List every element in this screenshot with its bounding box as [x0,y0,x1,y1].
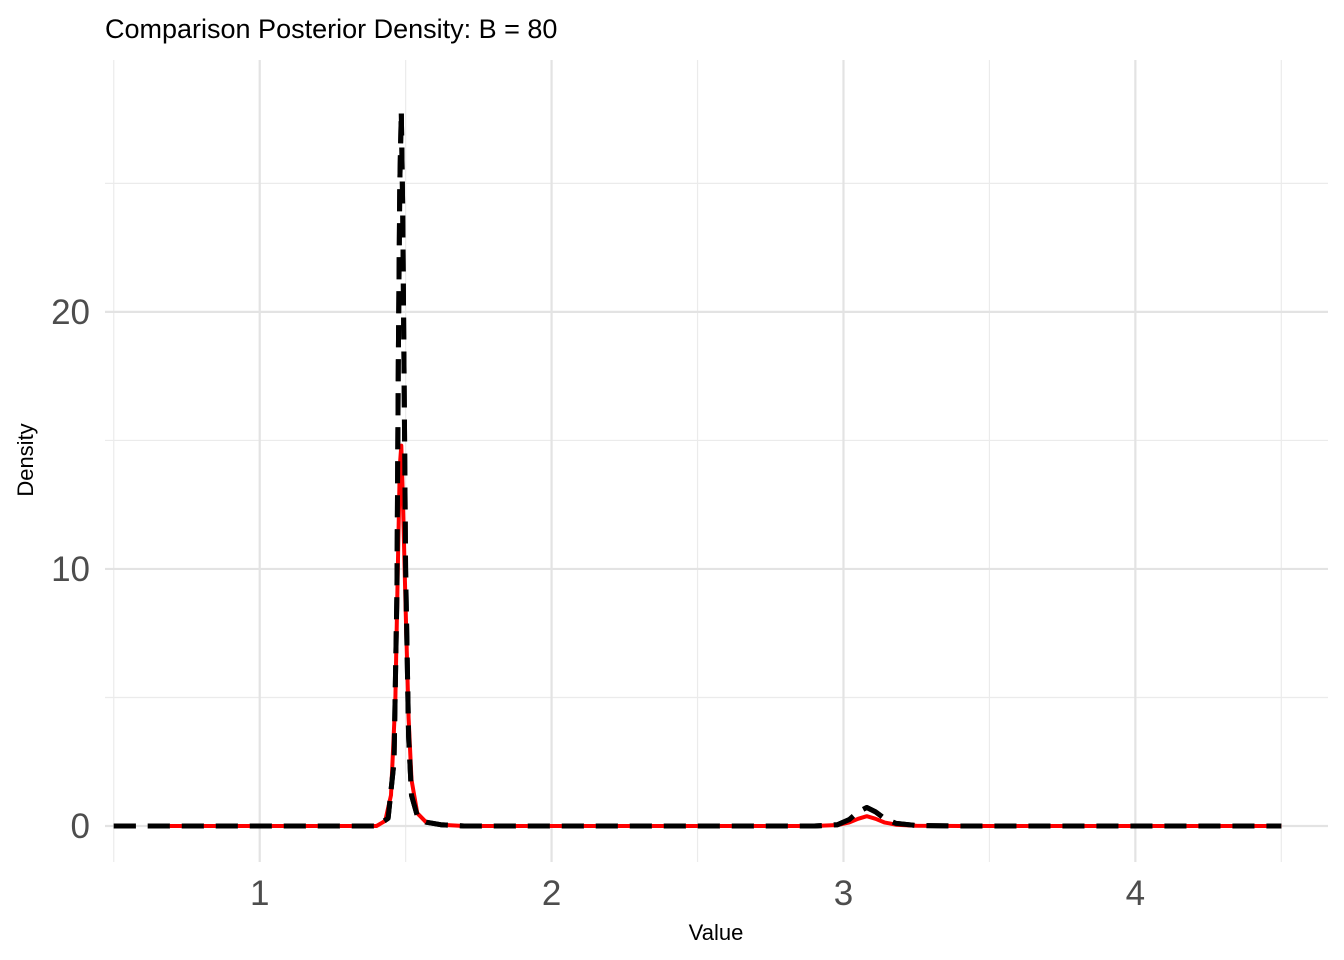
y-tick-label: 10 [51,550,90,589]
x-tick-label: 3 [834,874,853,913]
series-line-dashed-overlay [113,108,1282,829]
y-tick-label: 0 [71,807,90,846]
x-axis-title: Value [689,920,744,945]
x-tick-label: 1 [250,874,269,913]
x-axis-tick-labels: 1 2 3 4 [250,874,1145,913]
grid-lines [105,60,1328,862]
x-tick-label: 2 [542,874,561,913]
x-tick-label: 4 [1126,874,1145,913]
y-tick-label: 20 [51,293,90,332]
y-axis-title: Density [13,423,38,496]
y-axis-tick-labels: 0 10 20 [51,293,90,846]
plot-series [113,108,1282,829]
series-line-solid [160,443,1282,828]
chart-title: Comparison Posterior Density: B = 80 [105,14,557,44]
